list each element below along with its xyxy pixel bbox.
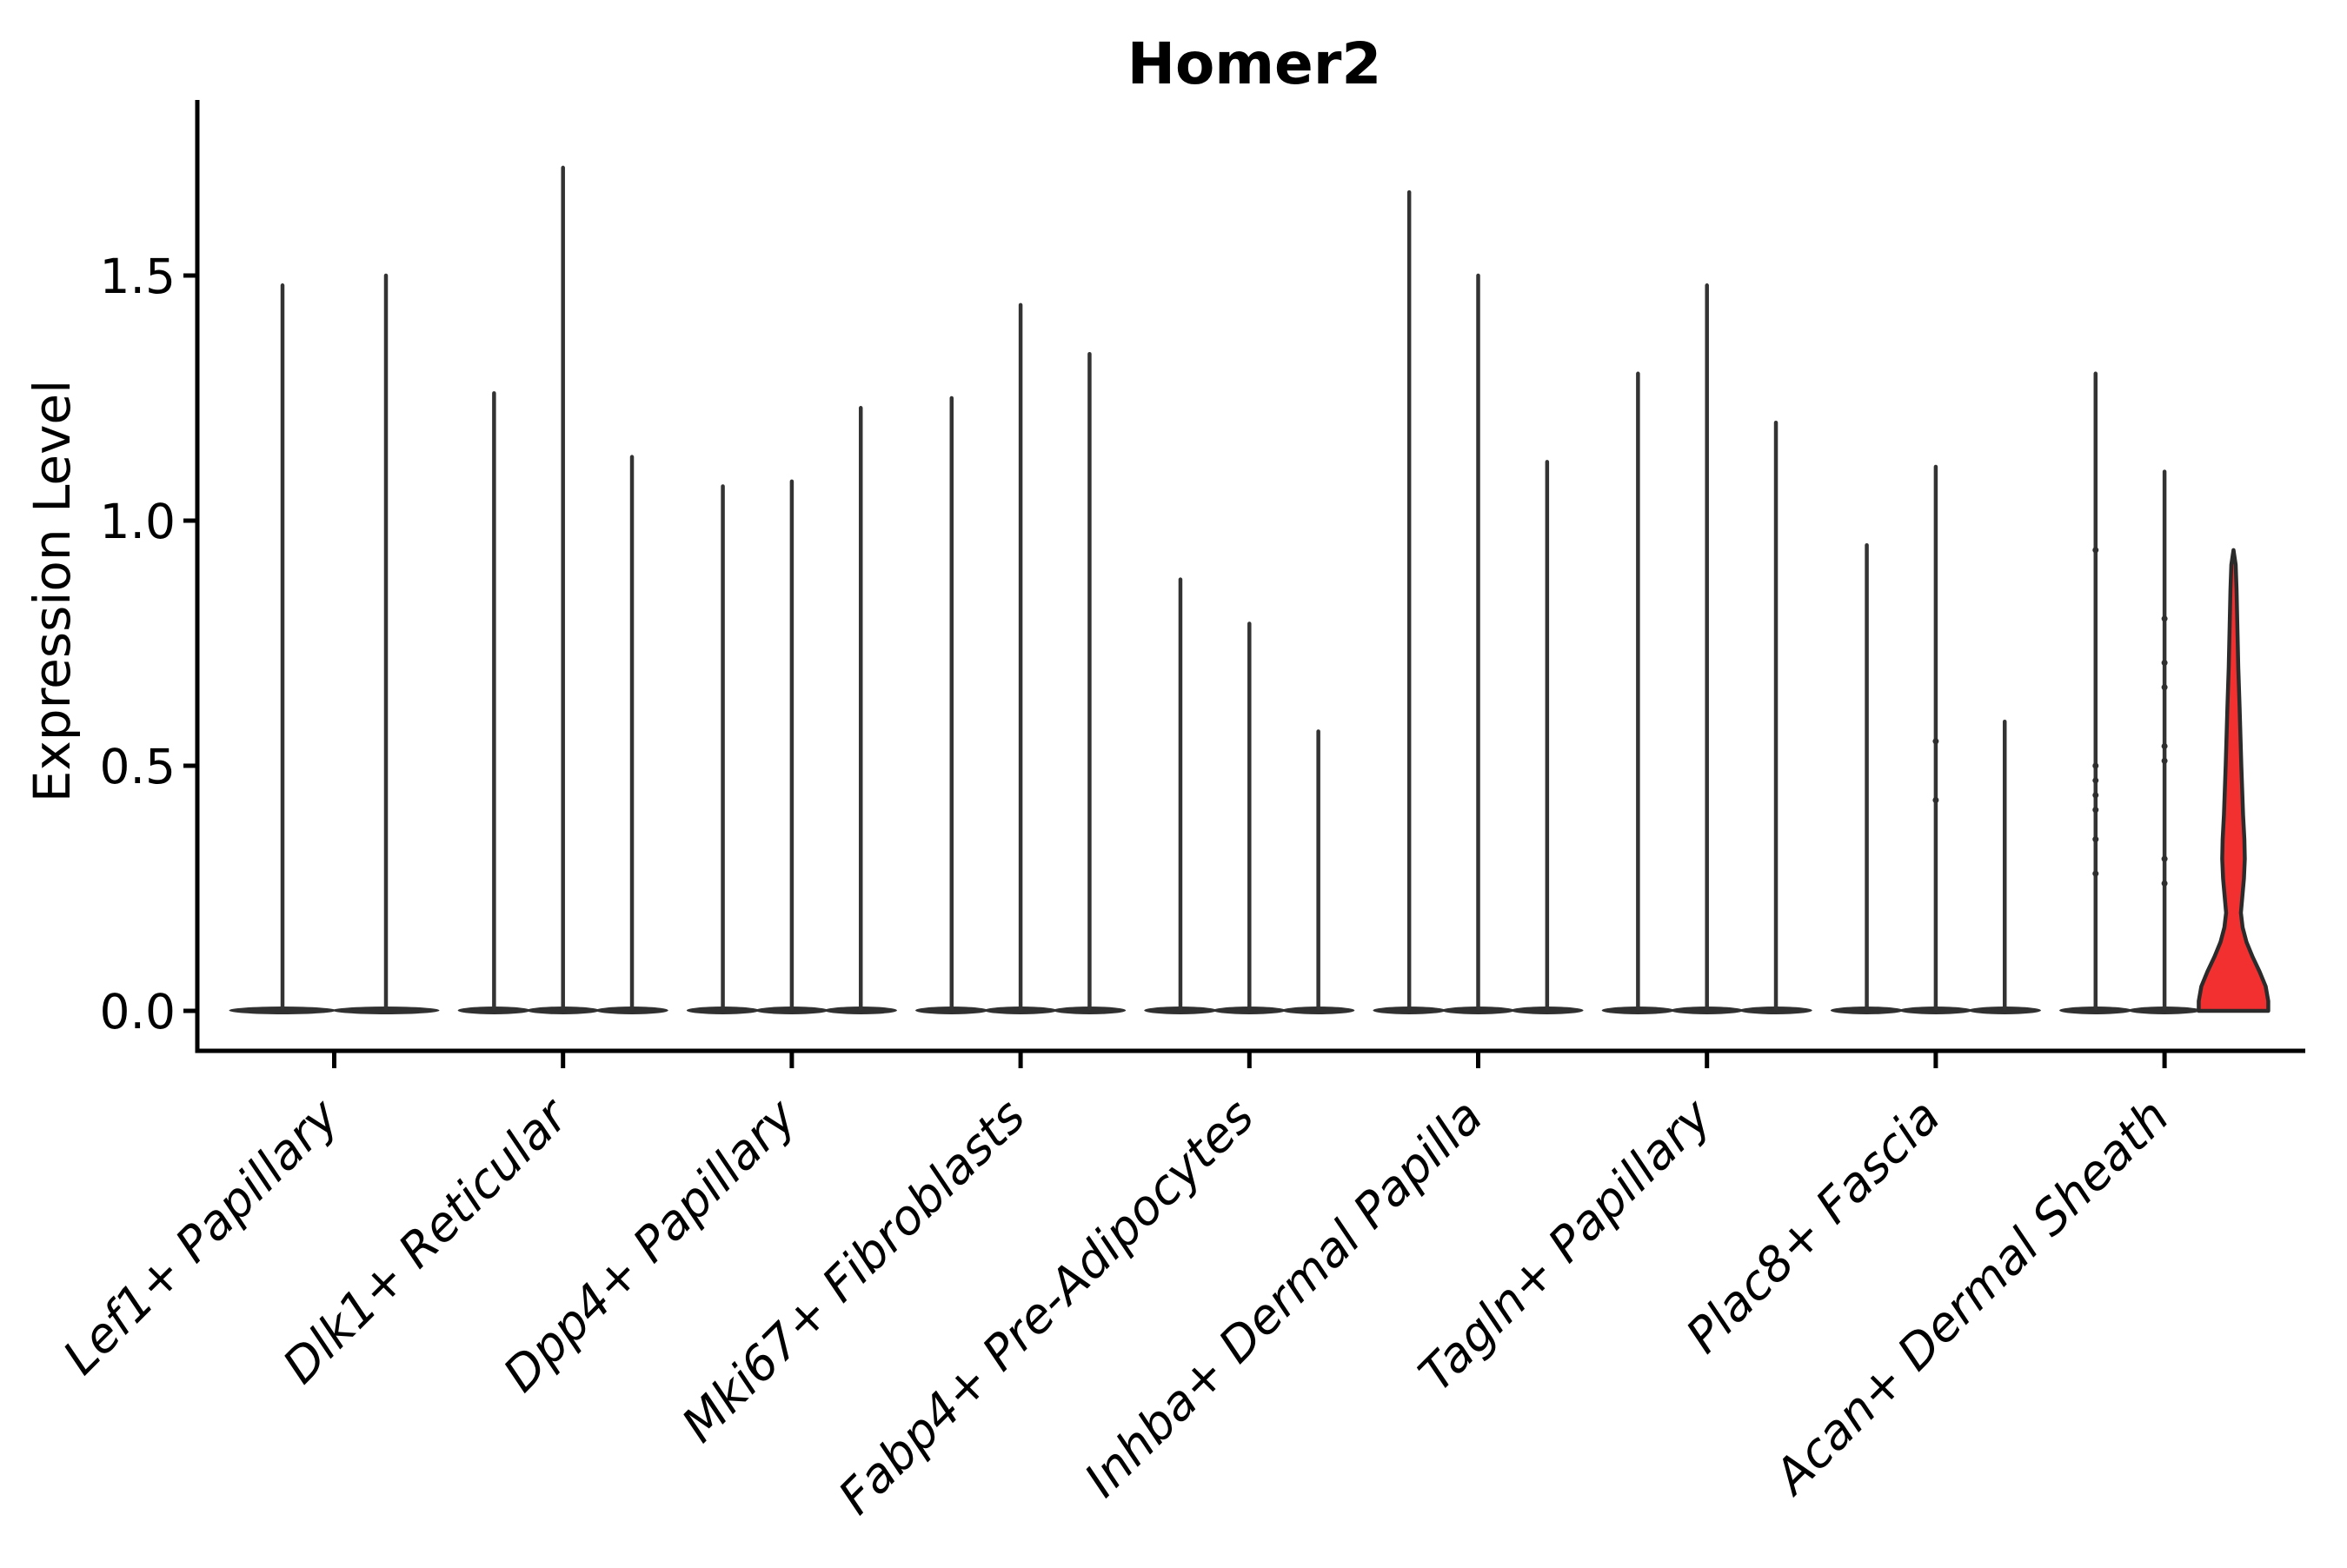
violin-category-9	[2059, 371, 2271, 1014]
jitter-point	[2092, 777, 2099, 784]
violins	[229, 165, 2271, 1014]
violin-base	[1601, 1007, 1675, 1014]
violin-base	[1281, 1007, 1355, 1014]
jitter-point	[2161, 684, 2168, 691]
jitter-point	[2161, 855, 2168, 862]
x-tick-label-fabp4: Fabp4+ Pre-Adipocytes	[828, 1088, 1264, 1525]
jitter-point	[2092, 547, 2099, 554]
violin-base	[457, 1007, 531, 1014]
violin-base	[686, 1007, 760, 1014]
violin-category-2	[457, 165, 668, 1014]
violin-base	[984, 1007, 1057, 1014]
highlight-violin	[2197, 548, 2271, 1013]
chart-title: Homer2	[1127, 30, 1382, 97]
jitter-point	[2092, 836, 2099, 843]
jitter-point	[2092, 807, 2099, 814]
violin-base	[1373, 1007, 1446, 1014]
violin-base	[1899, 1007, 1972, 1014]
violin-base	[1739, 1007, 1812, 1014]
jitter-point	[2161, 742, 2168, 749]
y-tick-label: 0.0	[100, 984, 176, 1040]
violin-base	[755, 1007, 828, 1014]
jitter-point	[2161, 660, 2168, 667]
violin-category-5	[1144, 577, 1355, 1014]
violin-base	[1968, 1007, 2041, 1014]
y-axis-label: Expression Level	[23, 380, 82, 802]
jitter-point	[2161, 757, 2168, 764]
jitter-point	[1932, 738, 1939, 745]
jitter-point	[2092, 762, 2099, 769]
jitter-point	[2092, 792, 2099, 799]
violin-base	[1053, 1007, 1127, 1014]
violin-base	[1144, 1007, 1217, 1014]
violin-category-7	[1601, 283, 1812, 1014]
violin-base	[1830, 1007, 1904, 1014]
violin-category-6	[1373, 189, 1584, 1014]
violin-base	[332, 1007, 440, 1014]
violin-base	[824, 1007, 897, 1014]
jitter-point	[2161, 880, 2168, 887]
y-tick-label: 1.5	[100, 249, 176, 304]
y-axis-ticks: 0.0 0.5 1.0 1.5	[100, 249, 198, 1040]
violin-category-4	[915, 302, 1127, 1014]
violin-base	[229, 1007, 336, 1014]
x-tick-label-acan: Acan+ Dermal Sheath	[1762, 1088, 2180, 1506]
jitter-point	[2092, 870, 2099, 877]
violin-base	[915, 1007, 988, 1014]
y-tick-label: 1.0	[100, 494, 176, 549]
violin-base	[1511, 1007, 1584, 1014]
violin-category-1	[229, 273, 440, 1014]
y-tick-label: 0.5	[100, 739, 176, 794]
violin-base	[527, 1007, 600, 1014]
violin-base	[1213, 1007, 1286, 1014]
violin-base	[1441, 1007, 1515, 1014]
violin-category-3	[686, 406, 897, 1014]
violin-base	[2128, 1007, 2201, 1014]
violin-base	[595, 1007, 668, 1014]
jitter-point	[2161, 615, 2168, 622]
violin-category-8	[1830, 464, 2041, 1014]
jitter-point	[1932, 796, 1939, 803]
x-tick-label-inhba: Inhba+ Dermal Papilla	[1074, 1088, 1493, 1507]
violin-base	[1671, 1007, 1744, 1014]
violin-base	[2059, 1007, 2132, 1014]
